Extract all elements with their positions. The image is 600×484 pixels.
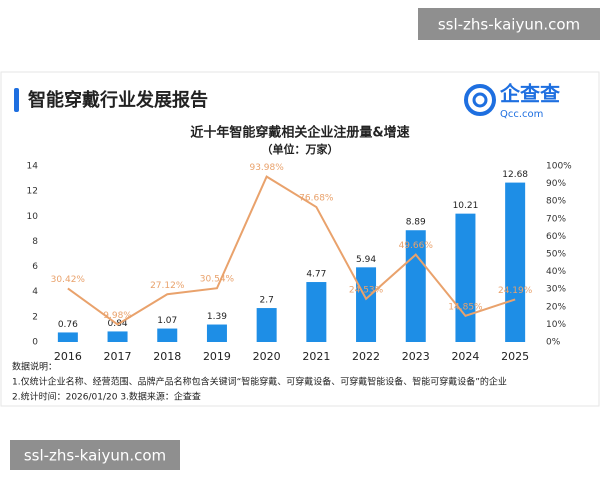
bar bbox=[107, 331, 128, 342]
line-value-label: 93.98% bbox=[249, 163, 284, 173]
y2-tick-label: 60% bbox=[546, 232, 566, 242]
watermark-box bbox=[10, 440, 180, 470]
bar-value-label: 8.89 bbox=[406, 218, 426, 228]
line bbox=[67, 175, 516, 326]
line-value-label: 49.66% bbox=[399, 241, 434, 251]
line-value-label: 76.68% bbox=[299, 194, 334, 204]
bar-value-label: 4.77 bbox=[306, 270, 326, 280]
y2-tick-label: 90% bbox=[546, 179, 566, 189]
x-tick-label: 2020 bbox=[253, 350, 281, 363]
y2-tick-label: 50% bbox=[546, 250, 566, 260]
logo-text: 企查查 bbox=[499, 82, 560, 106]
chart-subtitle: （单位：万家） bbox=[262, 142, 339, 156]
line-value-label: 30.42% bbox=[51, 275, 86, 285]
watermark: ssl-zhs-kaiyun.com bbox=[438, 16, 580, 34]
y2-tick-label: 10% bbox=[546, 320, 566, 330]
bar-value-label: 2.7 bbox=[259, 296, 273, 306]
bar bbox=[356, 267, 377, 342]
y-tick-label: 4 bbox=[32, 287, 38, 297]
y2-tick-label: 70% bbox=[546, 214, 566, 224]
y2-tick-label: 30% bbox=[546, 285, 566, 295]
header-accent bbox=[14, 88, 19, 112]
watermark-box bbox=[418, 8, 600, 40]
line-value-label: 14.85% bbox=[448, 302, 483, 312]
y2-tick-label: 80% bbox=[546, 197, 566, 207]
y2-tick-label: 20% bbox=[546, 302, 566, 312]
y-tick-label: 6 bbox=[32, 262, 38, 272]
bar bbox=[57, 332, 78, 342]
bar bbox=[256, 308, 277, 342]
bar-value-label: 0.76 bbox=[58, 320, 78, 330]
line-value-label: 24.19% bbox=[498, 286, 533, 296]
card bbox=[0, 71, 600, 407]
logo-icon-inner bbox=[472, 92, 488, 108]
x-tick-label: 2025 bbox=[501, 350, 529, 363]
line-value-label: 24.53% bbox=[349, 285, 384, 295]
bar bbox=[206, 324, 227, 342]
line-value-label: 27.12% bbox=[150, 281, 185, 291]
bar-value-label: 10.21 bbox=[453, 201, 479, 211]
line-value-label: 30.54% bbox=[200, 275, 235, 285]
bar-value-label: 12.68 bbox=[502, 170, 528, 180]
bar bbox=[306, 282, 327, 342]
plot: 0 2 4 6 8 10 12 14 0% 10% 20% 30% 40% 50% 60% 70% 80% 90%… bbox=[27, 162, 573, 364]
y-tick-label: 2 bbox=[32, 312, 38, 322]
x-tick-label: 2023 bbox=[402, 350, 430, 363]
x-tick-label: 2022 bbox=[352, 350, 380, 363]
line-value-label: 9.98% bbox=[103, 311, 132, 321]
x-tick-label: 2024 bbox=[451, 350, 479, 363]
y-tick-label: 14 bbox=[27, 162, 39, 172]
y-tick-label: 0 bbox=[32, 338, 38, 348]
logo-icon bbox=[464, 84, 496, 116]
y2-tick-label: 0% bbox=[546, 338, 561, 348]
bar bbox=[505, 182, 526, 342]
note: 数据说明： bbox=[12, 361, 57, 373]
bar-value-label: 1.39 bbox=[207, 312, 227, 322]
chart-title: 近十年智能穿戴相关企业注册量&增速 bbox=[190, 125, 409, 141]
x-tick-label: 2016 bbox=[54, 350, 82, 363]
y-tick-label: 12 bbox=[27, 187, 38, 197]
bar bbox=[455, 213, 476, 342]
header-title: 智能穿戴行业发展报告 bbox=[28, 89, 208, 111]
x-tick-label: 2019 bbox=[203, 350, 231, 363]
y-tick-label: 8 bbox=[32, 237, 38, 247]
note: 1.仅统计企业名称、经营范围、品牌产品名称包含关键词“智能穿戴、可穿戴设备、可穿… bbox=[12, 376, 507, 388]
bar-value-label: 1.07 bbox=[157, 316, 177, 326]
y-tick-label: 10 bbox=[27, 212, 39, 222]
x-tick-label: 2018 bbox=[153, 350, 181, 363]
watermark: ssl-zhs-kaiyun.com bbox=[24, 447, 166, 465]
x-tick-label: 2021 bbox=[302, 350, 330, 363]
bar bbox=[157, 328, 178, 342]
y2-tick-label: 40% bbox=[546, 267, 566, 277]
note: 2.统计时间：2026/01/20 3.数据来源：企查查 bbox=[12, 391, 201, 403]
x-tick-label: 2017 bbox=[104, 350, 132, 363]
logo-sub: Qcc.com bbox=[500, 109, 543, 120]
bar-value-label: 5.94 bbox=[356, 255, 376, 265]
y2-tick-label: 100% bbox=[546, 162, 572, 172]
